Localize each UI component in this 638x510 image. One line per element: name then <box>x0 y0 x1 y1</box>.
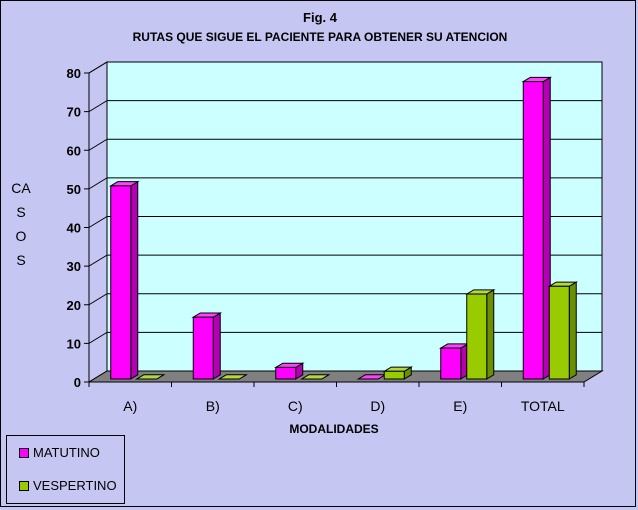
legend-item-matutino: MATUTINO <box>19 445 100 460</box>
gridline-side <box>88 331 108 344</box>
y-tick-label: 50 <box>67 182 81 197</box>
bar-top-vespertino-0 <box>134 374 166 380</box>
x-tick-label: B) <box>206 398 220 414</box>
y-tick-label: 10 <box>67 336 81 351</box>
bar-side-vespertino-4 <box>486 288 495 380</box>
chart-title: RUTAS QUE SIGUE EL PACIENTE PARA OBTENER… <box>132 30 508 44</box>
gridline-side <box>88 293 108 306</box>
legend-swatch-vespertino <box>19 480 29 491</box>
legend-item-vespertino: VESPERTINO <box>19 478 117 493</box>
x-tick-label: TOTAL <box>521 398 565 414</box>
bar-vespertino-3 <box>383 370 405 380</box>
x-tick-label: D) <box>370 398 385 414</box>
bar-vespertino-5 <box>548 285 570 380</box>
bar-side-matutino-1 <box>212 312 221 380</box>
bar-vespertino-4 <box>466 293 488 380</box>
bar-top-vespertino-1 <box>217 374 249 380</box>
bar-matutino-2 <box>275 366 297 380</box>
x-axis-label: MODALIDADES <box>289 422 379 436</box>
figure-label: Fig. 4 <box>303 10 337 25</box>
legend: MATUTINO VESPERTINO <box>6 435 125 504</box>
bar-side-matutino-0 <box>130 180 139 380</box>
y-tick-label: 30 <box>67 259 81 274</box>
bar-top-vespertino-2 <box>299 374 331 380</box>
y-tick-label: 40 <box>67 221 81 236</box>
gridline-side <box>88 216 108 228</box>
y-axis-label: CASOS <box>11 180 31 268</box>
gridline-side <box>88 254 108 267</box>
bar-matutino-4 <box>440 347 462 380</box>
legend-label-matutino: MATUTINO <box>33 445 100 460</box>
x-tick-label: A) <box>123 398 137 414</box>
y-tick-label: 0 <box>74 375 81 390</box>
bar-side-vespertino-5 <box>568 281 577 380</box>
gridline-side <box>88 138 108 151</box>
x-tick-label: E) <box>453 398 467 414</box>
gridline-side <box>88 177 108 190</box>
y-tick-label: 80 <box>67 66 81 81</box>
y-tick-label: 70 <box>67 105 81 120</box>
legend-swatch-matutino <box>19 447 29 458</box>
gridline-side <box>88 100 108 113</box>
gridline-side <box>88 61 108 74</box>
bar-matutino-5 <box>522 81 544 380</box>
bar-matutino-1 <box>192 316 214 380</box>
y-tick-label: 20 <box>67 298 81 313</box>
x-tick-label: C) <box>288 398 303 414</box>
legend-label-vespertino: VESPERTINO <box>33 478 117 493</box>
bar-matutino-0 <box>110 185 132 380</box>
y-tick-label: 60 <box>67 143 81 158</box>
